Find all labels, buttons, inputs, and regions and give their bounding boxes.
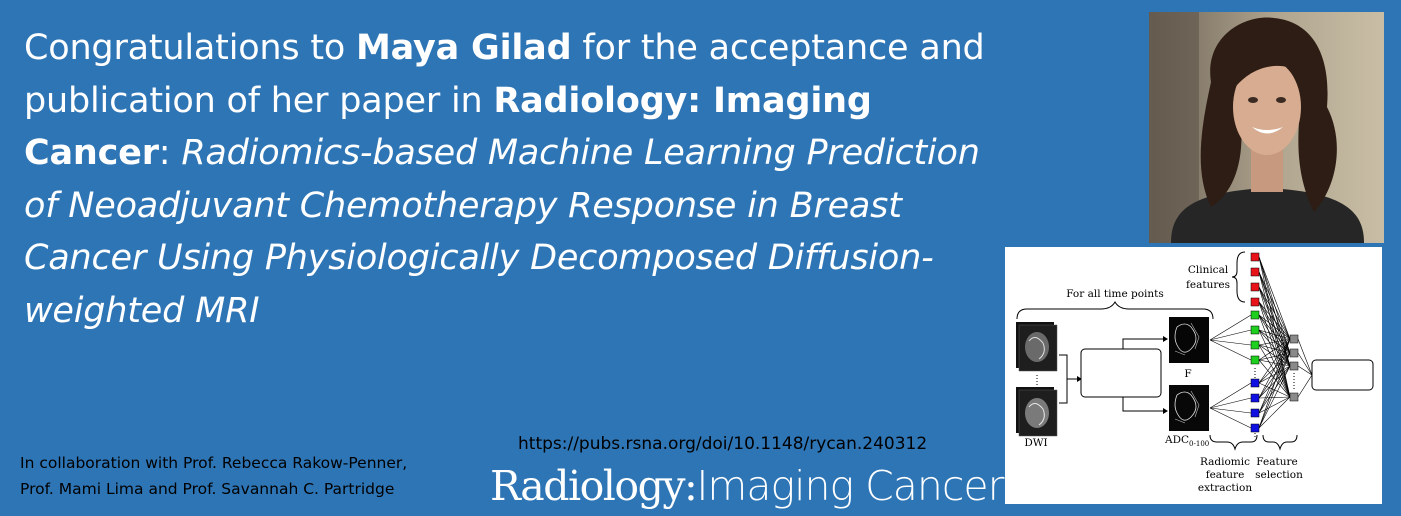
connection-line (1258, 359, 1291, 398)
connection-line (1209, 407, 1252, 414)
connection-line (1258, 286, 1291, 367)
connection-line (1209, 314, 1252, 341)
connection-line (1209, 382, 1252, 409)
radiomic-label-1: Radiomic (1200, 456, 1250, 468)
connection-line (1209, 339, 1252, 361)
connection-line (1297, 374, 1313, 398)
journal-name: Radiology: Imaging Cancer (24, 80, 872, 174)
logo-radiology: Radiology: (490, 462, 698, 510)
connection-line (1258, 338, 1291, 429)
xgboost-box (1311, 359, 1374, 391)
all-time-points-label: For all time points (1066, 288, 1164, 300)
connection-line (1258, 344, 1291, 398)
method-diagram: Clinical features For all time points Ph… (1005, 247, 1382, 504)
connection-line (1297, 352, 1313, 376)
connection-line (1209, 397, 1252, 409)
feature-selection-label-1: Feature (1256, 456, 1297, 468)
connection-line (1297, 365, 1313, 376)
paper-title: Radiomics-based Machine Learning Predict… (24, 133, 980, 331)
feature-connections (1209, 256, 1313, 429)
f-feature-square (1250, 310, 1260, 320)
connection-line (1258, 352, 1291, 429)
logo-imaging-cancer: Imaging Cancer (696, 462, 1004, 510)
connection-line (1209, 329, 1252, 341)
dwi-image-stack (1016, 322, 1058, 437)
feature-squares (1250, 252, 1299, 437)
connection-line (1258, 314, 1291, 398)
headline-intro: Congratulations to (24, 28, 357, 68)
f-feature-square (1250, 355, 1260, 365)
feature-selection-label-2: selection (1255, 469, 1303, 481)
connection-line (1258, 271, 1291, 367)
physio-box (1080, 348, 1162, 398)
f-feature-square (1250, 325, 1260, 335)
f-map-label: F (1184, 368, 1191, 380)
headline-colon: : (158, 133, 182, 173)
clinical-feature-square (1250, 267, 1260, 277)
paper-url[interactable]: https://pubs.rsna.org/doi/10.1148/rycan.… (518, 434, 928, 454)
connection-line (1209, 339, 1252, 346)
connection-line (1258, 338, 1291, 414)
adc-feature-square (1250, 408, 1260, 418)
author-portrait-image (1149, 12, 1384, 243)
adc-map-image (1169, 385, 1209, 431)
connection-line (1258, 329, 1291, 398)
selected-feature-square (1289, 392, 1299, 402)
connection-line (1258, 329, 1291, 340)
connection-line (1258, 338, 1291, 384)
adc-feature-square (1250, 393, 1260, 403)
connection-line (1258, 396, 1291, 429)
method-diagram-svg: Clinical features For all time points Ph… (1005, 247, 1382, 504)
connection-line (1258, 338, 1291, 399)
connection-line (1258, 271, 1291, 340)
collaboration-line-1: In collaboration with Prof. Rebecca Rako… (20, 454, 408, 472)
radiomic-label-3: extraction (1198, 482, 1252, 494)
connection-line (1258, 396, 1291, 414)
collaboration-text: In collaboration with Prof. Rebecca Rako… (20, 450, 490, 502)
adc-map-label: ADC0-100 (1164, 434, 1209, 448)
connection-line (1258, 256, 1291, 367)
clinical-feature-square (1250, 297, 1260, 307)
connection-line (1258, 314, 1291, 340)
adc-feature-square (1250, 378, 1260, 388)
adc-feature-square (1250, 423, 1260, 433)
dwi-label: DWI (1024, 437, 1047, 449)
connection-line (1258, 365, 1291, 384)
clinical-feature-square (1250, 282, 1260, 292)
connection-line (1258, 365, 1291, 429)
selected-feature-square (1289, 361, 1299, 371)
selected-feature-square (1289, 334, 1299, 344)
connection-line (1209, 407, 1252, 429)
connection-line (1258, 365, 1291, 414)
selected-feature-square (1289, 348, 1299, 358)
connection-line (1258, 314, 1291, 367)
connection-line (1297, 338, 1313, 376)
connection-line (1258, 301, 1291, 340)
headline-middle: for the acceptance and publication of he… (24, 28, 985, 121)
connection-line (1258, 286, 1291, 354)
radiomic-label-2: feature (1206, 469, 1245, 481)
collaboration-line-2: Prof. Mami Lima and Prof. Savannah C. Pa… (20, 480, 395, 498)
connection-line (1258, 365, 1291, 399)
f-feature-square (1250, 340, 1260, 350)
connection-line (1258, 256, 1291, 340)
author-name: Maya Gilad (356, 28, 572, 68)
clinical-label-1: Clinical (1188, 264, 1229, 276)
connection-line (1258, 286, 1291, 340)
clinical-feature-square (1250, 252, 1260, 262)
headline: Congratulations to Maya Gilad for the ac… (24, 22, 1014, 337)
connection-line (1258, 338, 1291, 361)
connection-line (1258, 338, 1291, 346)
journal-logo: Radiology:Imaging Cancer (490, 460, 1004, 512)
f-map-image (1169, 317, 1209, 363)
clinical-label-2: features (1186, 279, 1230, 291)
author-photo (1149, 12, 1384, 243)
connection-line (1258, 301, 1291, 354)
